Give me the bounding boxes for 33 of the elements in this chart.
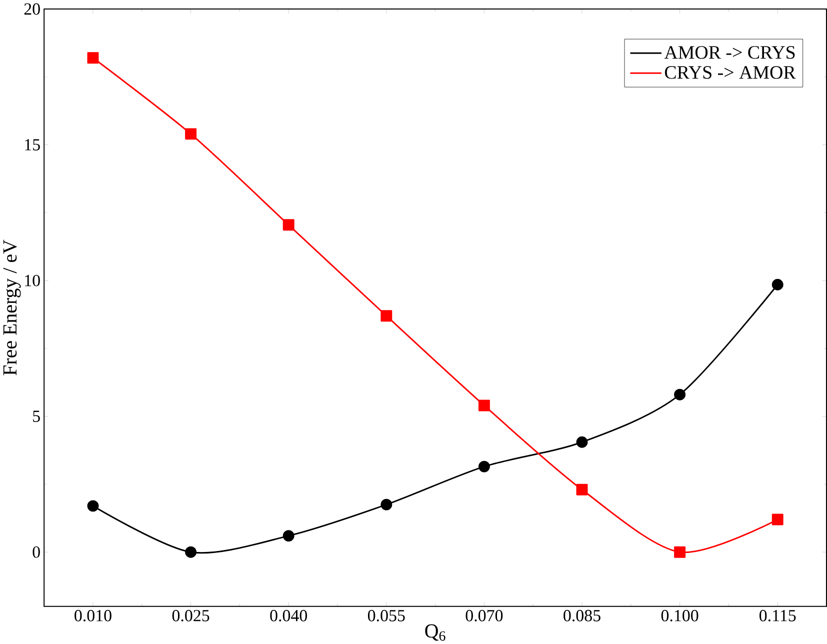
x-tick-label: 0.055: [368, 610, 405, 622]
point: [674, 388, 686, 400]
point: [478, 460, 490, 472]
point: [87, 500, 99, 512]
y-tick-label: 15: [25, 139, 40, 150]
point: [282, 219, 294, 231]
x-tick-label: 0.115: [760, 610, 796, 622]
point: [576, 484, 588, 496]
point: [185, 546, 197, 558]
x-tick-label: 0.085: [564, 610, 600, 622]
y-axis-title: Free Energy / eV: [3, 240, 21, 376]
legend-label: CRYS -> AMOR: [664, 66, 796, 79]
point: [380, 310, 392, 322]
x-tick-label: 0.100: [661, 610, 698, 622]
point: [674, 546, 686, 558]
point: [772, 278, 784, 290]
y-tick-label: 10: [25, 274, 40, 286]
x-tick-label: 0.010: [74, 610, 112, 622]
y-tick-label: 5: [33, 410, 40, 422]
x-tick-label: 0.025: [172, 610, 210, 622]
point: [185, 128, 197, 140]
x-tick-label: 0.040: [270, 610, 308, 622]
y-tick-label: 20: [24, 3, 40, 15]
legend-label: AMOR -> CRYS: [664, 46, 795, 59]
point: [282, 530, 294, 542]
point: [87, 52, 99, 64]
x-tick-label: 0.070: [466, 610, 503, 622]
y-tick-label: 0: [32, 546, 40, 558]
point: [478, 400, 490, 412]
point: [380, 498, 392, 510]
point: [576, 436, 588, 448]
x-axis-title: Q$_{6}$: [425, 624, 446, 641]
point: [772, 514, 784, 526]
